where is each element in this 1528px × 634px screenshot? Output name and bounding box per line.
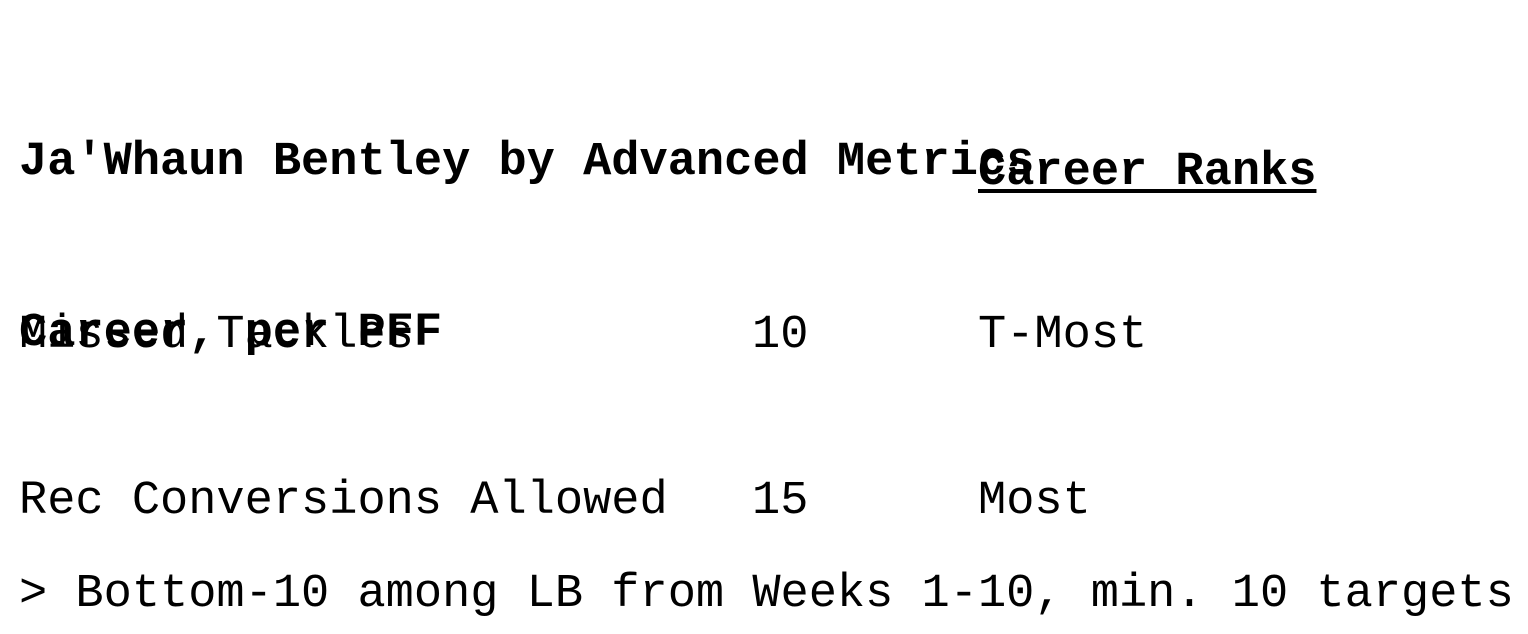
metric-value: 15 [752,475,809,528]
footnote: > Bottom-10 among LB from Weeks 1-10, mi… [19,568,1514,621]
rank-label: T-Most [978,309,1148,362]
title-block: Ja'Whaun Bentley by Advanced Metrics Car… [19,20,1034,476]
table-row: Rec Conversions Allowed 15 Most [0,472,1528,532]
career-ranks-header: Career Ranks [978,146,1317,199]
metric-value: 10 [752,309,809,362]
title-line-1: Ja'Whaun Bentley by Advanced Metrics [19,136,1035,189]
table-row: Missed Tackles 10 T-Most [0,306,1528,366]
metric-label: Rec Conversions Allowed [19,475,668,528]
metrics-table: Missed Tackles 10 T-Most Rec Conversions… [0,200,1528,634]
metric-label: Missed Tackles [19,309,414,362]
title-line-2: Career, per PFF [19,307,443,360]
rank-label: Most [978,475,1091,528]
